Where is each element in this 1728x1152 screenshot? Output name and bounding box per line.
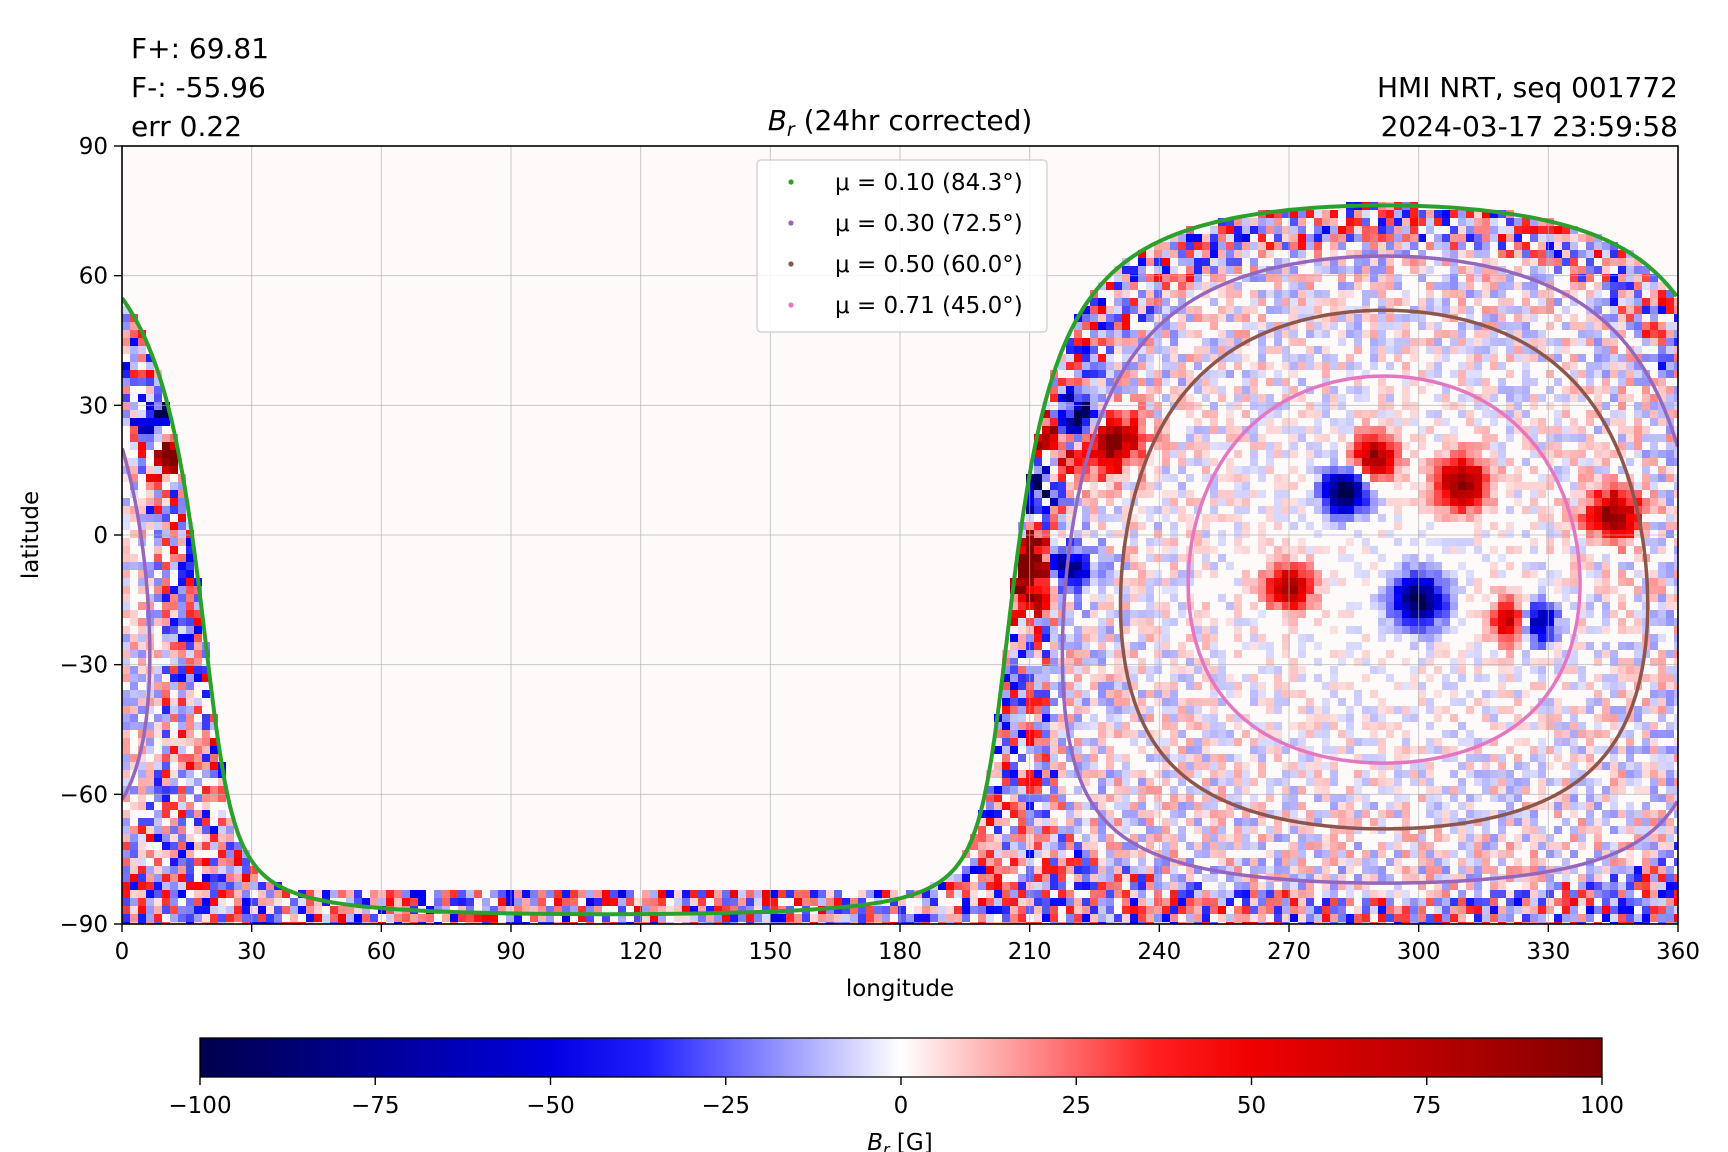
x-tick-label: 90 (496, 939, 525, 965)
x-tick-label: 330 (1526, 939, 1570, 965)
y-tick-label: 60 (79, 264, 108, 290)
colorbar (199, 1037, 1603, 1078)
colorbar-label-symbol: B (867, 1130, 883, 1152)
colorbar-label: Br [G] (867, 1130, 932, 1152)
chart-title-subscript: r (787, 119, 796, 141)
legend-box (756, 159, 1048, 333)
mu-contour-0-30 (122, 254, 1678, 885)
colorbar-tick-label: 25 (1062, 1093, 1091, 1119)
legend-marker (788, 302, 794, 308)
x-tick-label: 30 (237, 939, 266, 965)
magnetogram-map (122, 202, 1678, 924)
chart-title-rest: (24hr corrected) (795, 104, 1033, 137)
error-value: err 0.22 (131, 110, 242, 143)
legend-label: μ = 0.71 (45.0°) (835, 293, 1023, 319)
mu-contour-0-50 (1118, 308, 1650, 831)
flux-negative: F-: -55.96 (131, 71, 266, 104)
chart-title: Br (24hr corrected) (768, 104, 1033, 141)
chart-title-symbol: B (768, 104, 787, 137)
colorbar-tick-label: −50 (526, 1093, 575, 1119)
colorbar-tick-label: −25 (701, 1093, 750, 1119)
x-tick-label: 360 (1656, 939, 1700, 965)
source-label: HMI NRT, seq 001772 (1377, 71, 1678, 104)
legend-label: μ = 0.10 (84.3°) (835, 170, 1023, 196)
colorbar-tick-label: −100 (168, 1093, 231, 1119)
x-tick-label: 150 (748, 939, 792, 965)
colorbar-tick-label: 0 (894, 1093, 909, 1119)
x-axis-label: longitude (846, 976, 954, 1002)
x-tick-label: 300 (1397, 939, 1441, 965)
x-tick-label: 270 (1267, 939, 1311, 965)
colorbar-label-rest: [G] (890, 1130, 933, 1152)
y-axis-label: latitude (18, 491, 44, 579)
x-tick-label: 60 (367, 939, 396, 965)
colorbar-label-subscript: r (883, 1140, 891, 1152)
x-tick-label: 180 (878, 939, 922, 965)
mu-contour-0-10 (122, 203, 1678, 917)
legend-label: μ = 0.30 (72.5°) (835, 211, 1023, 237)
x-tick-label: 240 (1137, 939, 1181, 965)
x-tick-label: 0 (115, 939, 130, 965)
legend-marker (788, 179, 794, 185)
legend-marker (788, 220, 794, 226)
y-tick-label: −60 (59, 782, 108, 808)
y-tick-label: 90 (79, 134, 108, 160)
colorbar-ticks: −100 −75 −50 −25 0 25 50 75 100 (168, 1077, 1624, 1119)
colorbar-tick-label: −75 (351, 1093, 400, 1119)
flux-positive: F+: 69.81 (131, 32, 269, 65)
colorbar-tick-label: 75 (1412, 1093, 1441, 1119)
y-tick-label: 30 (79, 393, 108, 419)
y-tick-label: −90 (59, 912, 108, 938)
legend: μ = 0.10 (84.3°) μ = 0.30 (72.5°) μ = 0.50… (756, 159, 1048, 333)
x-tick-label: 120 (619, 939, 663, 965)
colorbar-tick-label: 50 (1237, 1093, 1266, 1119)
axis-ticks: 0 30 60 90 120 150 180 210 240 270 300 330 360906030… (59, 134, 1700, 965)
legend-marker (788, 261, 794, 267)
mu-contours (122, 203, 1678, 917)
timestamp-label: 2024-03-17 23:59:58 (1381, 110, 1678, 143)
legend-label: μ = 0.50 (60.0°) (835, 252, 1023, 278)
y-tick-label: −30 (59, 653, 108, 679)
y-tick-label: 0 (93, 523, 108, 549)
colorbar-tick-label: 100 (1580, 1093, 1624, 1119)
x-tick-label: 210 (1008, 939, 1052, 965)
mu-contour-0-71 (1186, 374, 1582, 765)
